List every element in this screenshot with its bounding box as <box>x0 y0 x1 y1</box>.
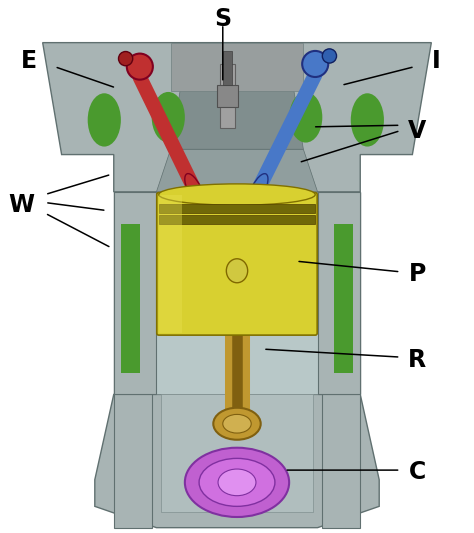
Bar <box>318 192 360 394</box>
Polygon shape <box>95 394 379 528</box>
Ellipse shape <box>213 408 261 440</box>
Ellipse shape <box>185 174 204 205</box>
Ellipse shape <box>218 469 256 496</box>
Bar <box>114 192 156 394</box>
Bar <box>114 394 152 528</box>
Ellipse shape <box>199 458 275 506</box>
Polygon shape <box>156 192 318 394</box>
Bar <box>159 195 182 333</box>
Ellipse shape <box>249 174 268 205</box>
Text: W: W <box>9 193 34 217</box>
Ellipse shape <box>227 259 247 282</box>
Bar <box>322 394 360 528</box>
Polygon shape <box>156 149 318 192</box>
Polygon shape <box>171 91 303 149</box>
Bar <box>159 215 315 224</box>
FancyBboxPatch shape <box>157 192 317 335</box>
Bar <box>217 85 238 107</box>
Ellipse shape <box>118 52 133 66</box>
Bar <box>220 64 235 128</box>
Bar <box>223 51 232 85</box>
Ellipse shape <box>289 92 322 142</box>
Ellipse shape <box>302 51 328 77</box>
Bar <box>159 204 315 213</box>
Ellipse shape <box>351 93 384 147</box>
Ellipse shape <box>159 184 315 205</box>
Polygon shape <box>161 394 313 512</box>
Polygon shape <box>43 43 431 192</box>
Ellipse shape <box>88 93 121 147</box>
Text: C: C <box>409 459 426 484</box>
Polygon shape <box>114 192 360 394</box>
Bar <box>334 224 353 373</box>
Ellipse shape <box>127 54 153 79</box>
Text: R: R <box>408 348 426 372</box>
Text: I: I <box>432 49 440 74</box>
Text: S: S <box>214 6 231 31</box>
Bar <box>335 227 352 370</box>
Ellipse shape <box>223 415 251 433</box>
Text: P: P <box>409 262 426 287</box>
Bar <box>121 224 140 373</box>
Ellipse shape <box>185 448 289 517</box>
Ellipse shape <box>152 92 185 142</box>
Ellipse shape <box>322 49 337 63</box>
Bar <box>122 227 139 370</box>
Bar <box>171 43 303 91</box>
Text: V: V <box>408 118 426 143</box>
Bar <box>121 224 140 373</box>
Text: E: E <box>20 49 36 74</box>
